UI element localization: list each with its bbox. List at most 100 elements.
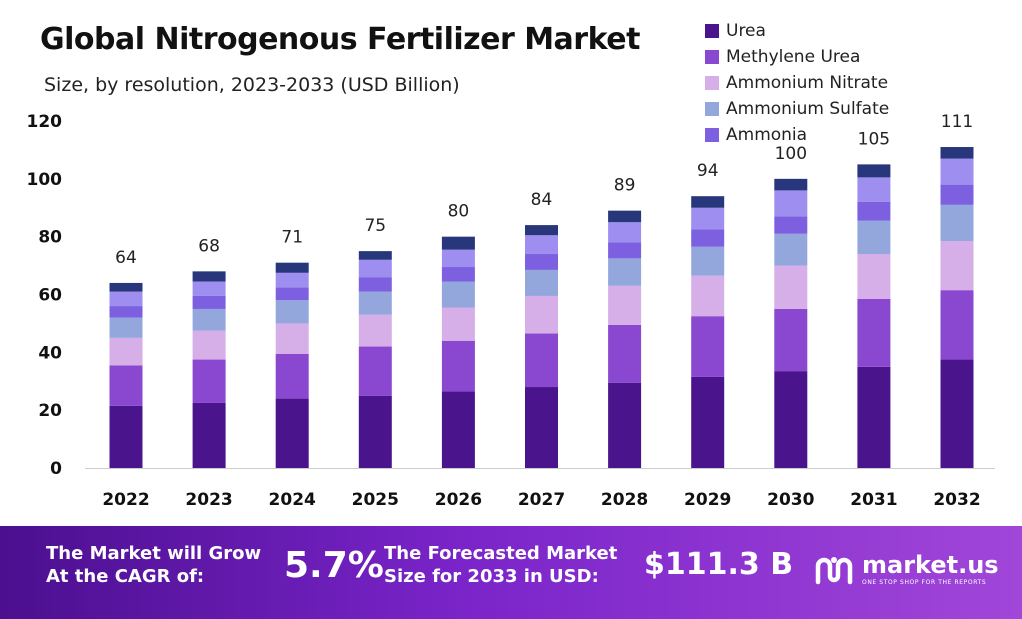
legend-item: Urea (705, 18, 889, 44)
bar-segment (358, 259, 392, 278)
x-tick-label: 2029 (684, 490, 731, 510)
forecast-label: The Forecasted Market Size for 2033 in U… (384, 542, 617, 588)
bar-segment (109, 306, 143, 318)
bar-segment (275, 323, 309, 354)
bar-total-label: 68 (198, 236, 220, 256)
bar-segment (358, 395, 392, 468)
bar-segment (192, 359, 226, 403)
x-tick-label: 2031 (850, 490, 897, 510)
legend-label: Methylene Urea (726, 47, 861, 67)
bar-segment (109, 337, 143, 366)
bar-total-label: 105 (858, 129, 890, 149)
bar-segment (441, 281, 475, 308)
bar-segment (525, 235, 558, 255)
bar-segment (774, 178, 808, 191)
brand-name: market.us (862, 551, 999, 579)
x-tick-label: 2025 (352, 490, 399, 510)
forecast-label-line1: The Forecasted Market (384, 543, 618, 564)
bar-segment (774, 308, 808, 372)
bar-segment (525, 333, 558, 388)
legend-swatch (705, 76, 719, 90)
legend-swatch (705, 24, 719, 38)
legend-label: Urea (726, 21, 766, 41)
forecast-value: $111.3 B (644, 547, 794, 582)
bar-segment (857, 201, 891, 221)
bar-segment (691, 229, 725, 247)
cagr-label: The Market will Grow At the CAGR of: (46, 542, 261, 588)
legend-swatch (705, 128, 719, 142)
chart-title: Global Nitrogenous Fertilizer Market (40, 22, 640, 57)
bar-segment (940, 158, 974, 185)
legend-swatch (705, 50, 719, 64)
bar-segment (192, 330, 226, 360)
bar-segment (608, 382, 642, 468)
bar-segment (691, 246, 725, 276)
bar-segment (857, 366, 891, 468)
bar-segment (774, 216, 808, 234)
x-tick-label: 2030 (767, 490, 814, 510)
bar-segment (109, 317, 143, 338)
y-tick-label: 60 (38, 286, 62, 306)
legend-swatch (705, 102, 719, 116)
forecast-label-line2: Size for 2033 in USD: (384, 566, 599, 587)
bar-segment (275, 272, 309, 288)
bar-segment (358, 346, 392, 396)
x-tick-label: 2027 (518, 490, 565, 510)
legend-item: Ammonia (705, 122, 889, 148)
cagr-value: 5.7% (284, 545, 384, 586)
bar-segment (275, 300, 309, 324)
bar-segment (441, 236, 475, 250)
x-tick-label: 2022 (102, 490, 149, 510)
bar-segment (441, 267, 475, 282)
bar-segment (192, 402, 226, 468)
bar-segment (940, 184, 974, 205)
bar-segment (608, 258, 642, 286)
bar-segment (192, 308, 226, 331)
bar-segment (525, 254, 558, 270)
bar-segment (109, 405, 143, 468)
bar-segment (857, 298, 891, 367)
bar-total-label: 80 (448, 202, 470, 222)
brand-logo[interactable]: market.us ONE STOP SHOP FOR THE REPORTS (812, 548, 999, 592)
bar-segment (109, 365, 143, 406)
market-us-logo-icon (815, 557, 853, 585)
y-tick-label: 20 (38, 401, 62, 421)
bar-segment (608, 285, 642, 325)
bar-segment (940, 290, 974, 360)
bar-total-label: 64 (115, 248, 137, 268)
bar-segment (857, 254, 891, 299)
bar-segment (275, 287, 309, 301)
bar-segment (940, 204, 974, 242)
bar-total-label: 94 (697, 161, 719, 181)
x-tick-label: 2032 (933, 490, 980, 510)
x-tick-label: 2024 (269, 490, 316, 510)
bar-segment (525, 387, 558, 468)
bar-segment (275, 262, 309, 273)
bar-segment (441, 340, 475, 392)
bar-segment (691, 376, 725, 468)
bar-segment (608, 324, 642, 383)
bar-segment (608, 222, 642, 243)
bar-segment (192, 295, 226, 309)
bar-segment (608, 210, 642, 223)
bar-total-label: 75 (364, 216, 386, 236)
y-tick-label: 0 (50, 459, 62, 479)
bar-segment (441, 391, 475, 468)
legend-label: Ammonia (726, 125, 808, 145)
bar-total-label: 111 (941, 112, 973, 132)
bar-segment (857, 220, 891, 255)
chart-subtitle: Size, by resolution, 2023-2033 (USD Bill… (44, 74, 460, 96)
y-tick-label: 100 (27, 170, 63, 190)
bar-segment (774, 265, 808, 309)
bar-segment (774, 371, 808, 468)
cagr-label-line2: At the CAGR of: (46, 566, 205, 587)
bar-segment (525, 295, 558, 334)
bar-segment (441, 249, 475, 268)
bar-segment (275, 353, 309, 399)
bar-segment (192, 281, 226, 296)
y-tick-label: 40 (38, 343, 62, 363)
bar-segment (940, 147, 974, 159)
stacked-bar-chart: 0 20 40 60 80 100 120 64 2022 68 2023 71 2024 75 2025 8… (27, 112, 995, 510)
bar-total-label: 89 (614, 176, 636, 196)
bar-segment (192, 271, 226, 282)
